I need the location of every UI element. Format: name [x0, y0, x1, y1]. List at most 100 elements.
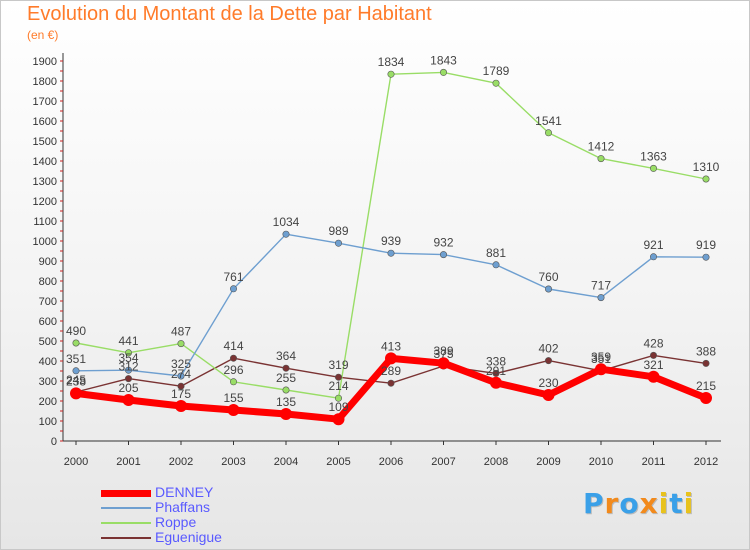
data-point: [492, 369, 500, 377]
data-label: 175: [171, 387, 191, 401]
x-tick-label: 2012: [694, 456, 718, 468]
data-point: [649, 164, 657, 172]
data-label: 245: [66, 373, 86, 387]
x-tick-label: 2007: [431, 456, 455, 468]
logo-letter: o: [619, 487, 640, 520]
y-tick-label: 1600: [33, 116, 57, 128]
chart-legend: DENNEY Phaffans Roppe Eguenigue: [101, 485, 321, 545]
data-point: [597, 155, 605, 163]
x-tick-label: 2011: [642, 456, 666, 468]
y-tick-label: 400: [39, 356, 57, 368]
logo-letter: i: [658, 487, 670, 520]
logo-letter: r: [604, 487, 620, 520]
y-tick-label: 300: [39, 376, 57, 388]
x-tick-label: 2009: [536, 456, 560, 468]
data-label: 325: [171, 357, 191, 371]
y-tick-label: 800: [39, 276, 57, 288]
data-label: 238: [66, 374, 86, 388]
data-label: 215: [696, 379, 716, 393]
y-tick-label: 1700: [33, 96, 57, 108]
data-point: [72, 367, 80, 375]
data-point: [125, 349, 133, 357]
data-label: 230: [538, 376, 558, 390]
chart-title: Evolution du Montant de la Dette par Hab…: [27, 3, 432, 25]
data-label: 441: [118, 334, 138, 348]
legend-label: Roppe: [155, 514, 197, 530]
legend-swatch: [101, 489, 151, 497]
data-label: 1843: [430, 53, 457, 67]
data-point: [649, 351, 657, 359]
x-tick-label: 2008: [484, 456, 508, 468]
data-point: [597, 294, 605, 302]
data-label: 402: [538, 342, 558, 356]
data-label: 351: [591, 352, 611, 366]
x-tick-label: 2001: [116, 456, 140, 468]
x-tick-label: 2004: [274, 456, 298, 468]
data-label: 487: [171, 325, 191, 339]
data-point: [177, 382, 185, 390]
data-point: [230, 285, 238, 293]
data-point: [492, 261, 500, 269]
logo-letter: t: [669, 487, 684, 520]
legend-swatch: [101, 507, 151, 509]
data-label: 205: [118, 381, 138, 395]
data-point: [387, 249, 395, 257]
chart-subtitle: (en €): [27, 28, 59, 42]
x-tick-label: 2000: [64, 456, 88, 468]
data-point: [280, 408, 292, 420]
x-tick-label: 2010: [589, 456, 613, 468]
legend-item: Phaffans: [101, 500, 321, 515]
data-point: [282, 230, 290, 238]
legend-item: Eguenigue: [101, 530, 321, 545]
data-point: [492, 79, 500, 87]
data-point: [702, 175, 710, 183]
data-point: [70, 387, 82, 400]
data-label: 413: [381, 339, 401, 353]
y-tick-label: 500: [39, 336, 57, 348]
y-tick-label: 1500: [33, 136, 57, 148]
y-tick-label: 1400: [33, 156, 57, 168]
y-tick-label: 1300: [33, 176, 57, 188]
data-point: [282, 364, 290, 372]
data-label: 155: [223, 391, 243, 405]
data-point: [334, 239, 342, 247]
data-label: 291: [486, 364, 506, 378]
legend-label: DENNEY: [155, 484, 214, 500]
data-point: [334, 373, 342, 381]
data-label: 255: [276, 371, 296, 385]
data-label: 321: [643, 358, 663, 372]
data-label: 319: [328, 358, 348, 372]
logo-letter: P: [583, 487, 605, 520]
legend-swatch: [101, 522, 151, 524]
data-label: 428: [643, 336, 663, 350]
data-label: 296: [223, 363, 243, 377]
data-point: [439, 251, 447, 259]
data-point: [542, 389, 555, 401]
data-label: 214: [328, 379, 348, 393]
proxiti-logo: Proxiti: [583, 487, 694, 520]
data-label: 1834: [378, 55, 405, 69]
data-point: [125, 366, 133, 374]
data-label: 717: [591, 279, 611, 293]
y-tick-label: 1000: [33, 236, 57, 248]
series-points: [70, 68, 712, 426]
data-point: [387, 70, 395, 78]
data-label: 932: [433, 236, 453, 250]
chart-axes: [60, 53, 721, 442]
y-tick-label: 900: [39, 256, 57, 268]
logo-letter: x: [639, 487, 659, 520]
data-point: [177, 340, 185, 348]
data-point: [72, 339, 80, 347]
data-label: 274: [171, 367, 191, 381]
data-point: [227, 404, 240, 416]
data-label: 388: [696, 344, 716, 358]
data-label: 359: [591, 350, 611, 364]
data-label: 921: [643, 238, 663, 252]
data-label: 351: [66, 352, 86, 366]
legend-label: Phaffans: [155, 499, 211, 515]
x-tick-label: 2005: [326, 456, 350, 468]
data-label: 760: [538, 270, 558, 284]
data-point: [230, 354, 238, 362]
